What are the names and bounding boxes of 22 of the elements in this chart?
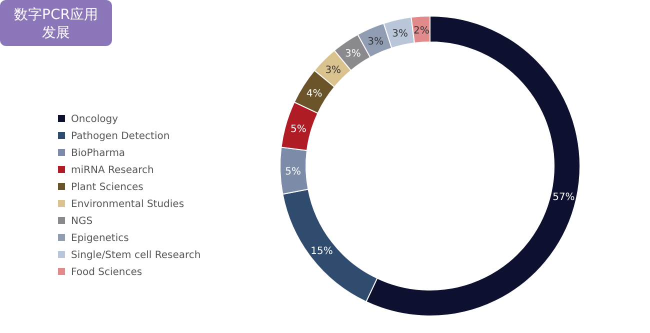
data-label: 5%: [290, 124, 306, 135]
data-label: 5%: [285, 166, 302, 178]
data-label: 4%: [306, 88, 322, 100]
data-label: 57%: [552, 192, 575, 203]
legend-label: Pathogen Detection: [71, 131, 170, 142]
data-label: 3%: [325, 65, 342, 76]
title: 数字PCR应用发展: [0, 0, 112, 46]
legend-label: Food Sciences: [71, 267, 142, 278]
data-label: 3%: [392, 28, 408, 40]
data-label: 3%: [368, 36, 384, 48]
legend-label: Oncology: [71, 114, 118, 125]
legend-label: Single/Stem cell Research: [71, 250, 201, 261]
legend-label: BioPharma: [71, 148, 126, 159]
legend-label: Plant Sciences: [71, 182, 144, 193]
data-label: 3%: [345, 48, 361, 60]
data-label: 15%: [310, 246, 333, 257]
legend-label: miRNA Research: [71, 165, 154, 176]
legend-label: NGS: [71, 216, 93, 227]
legend-label: Epigenetics: [71, 233, 129, 244]
chart-title: 数字PCR应用发展: [14, 7, 98, 41]
legend-label: Environmental Studies: [71, 199, 184, 210]
data-label: 2%: [413, 25, 430, 36]
